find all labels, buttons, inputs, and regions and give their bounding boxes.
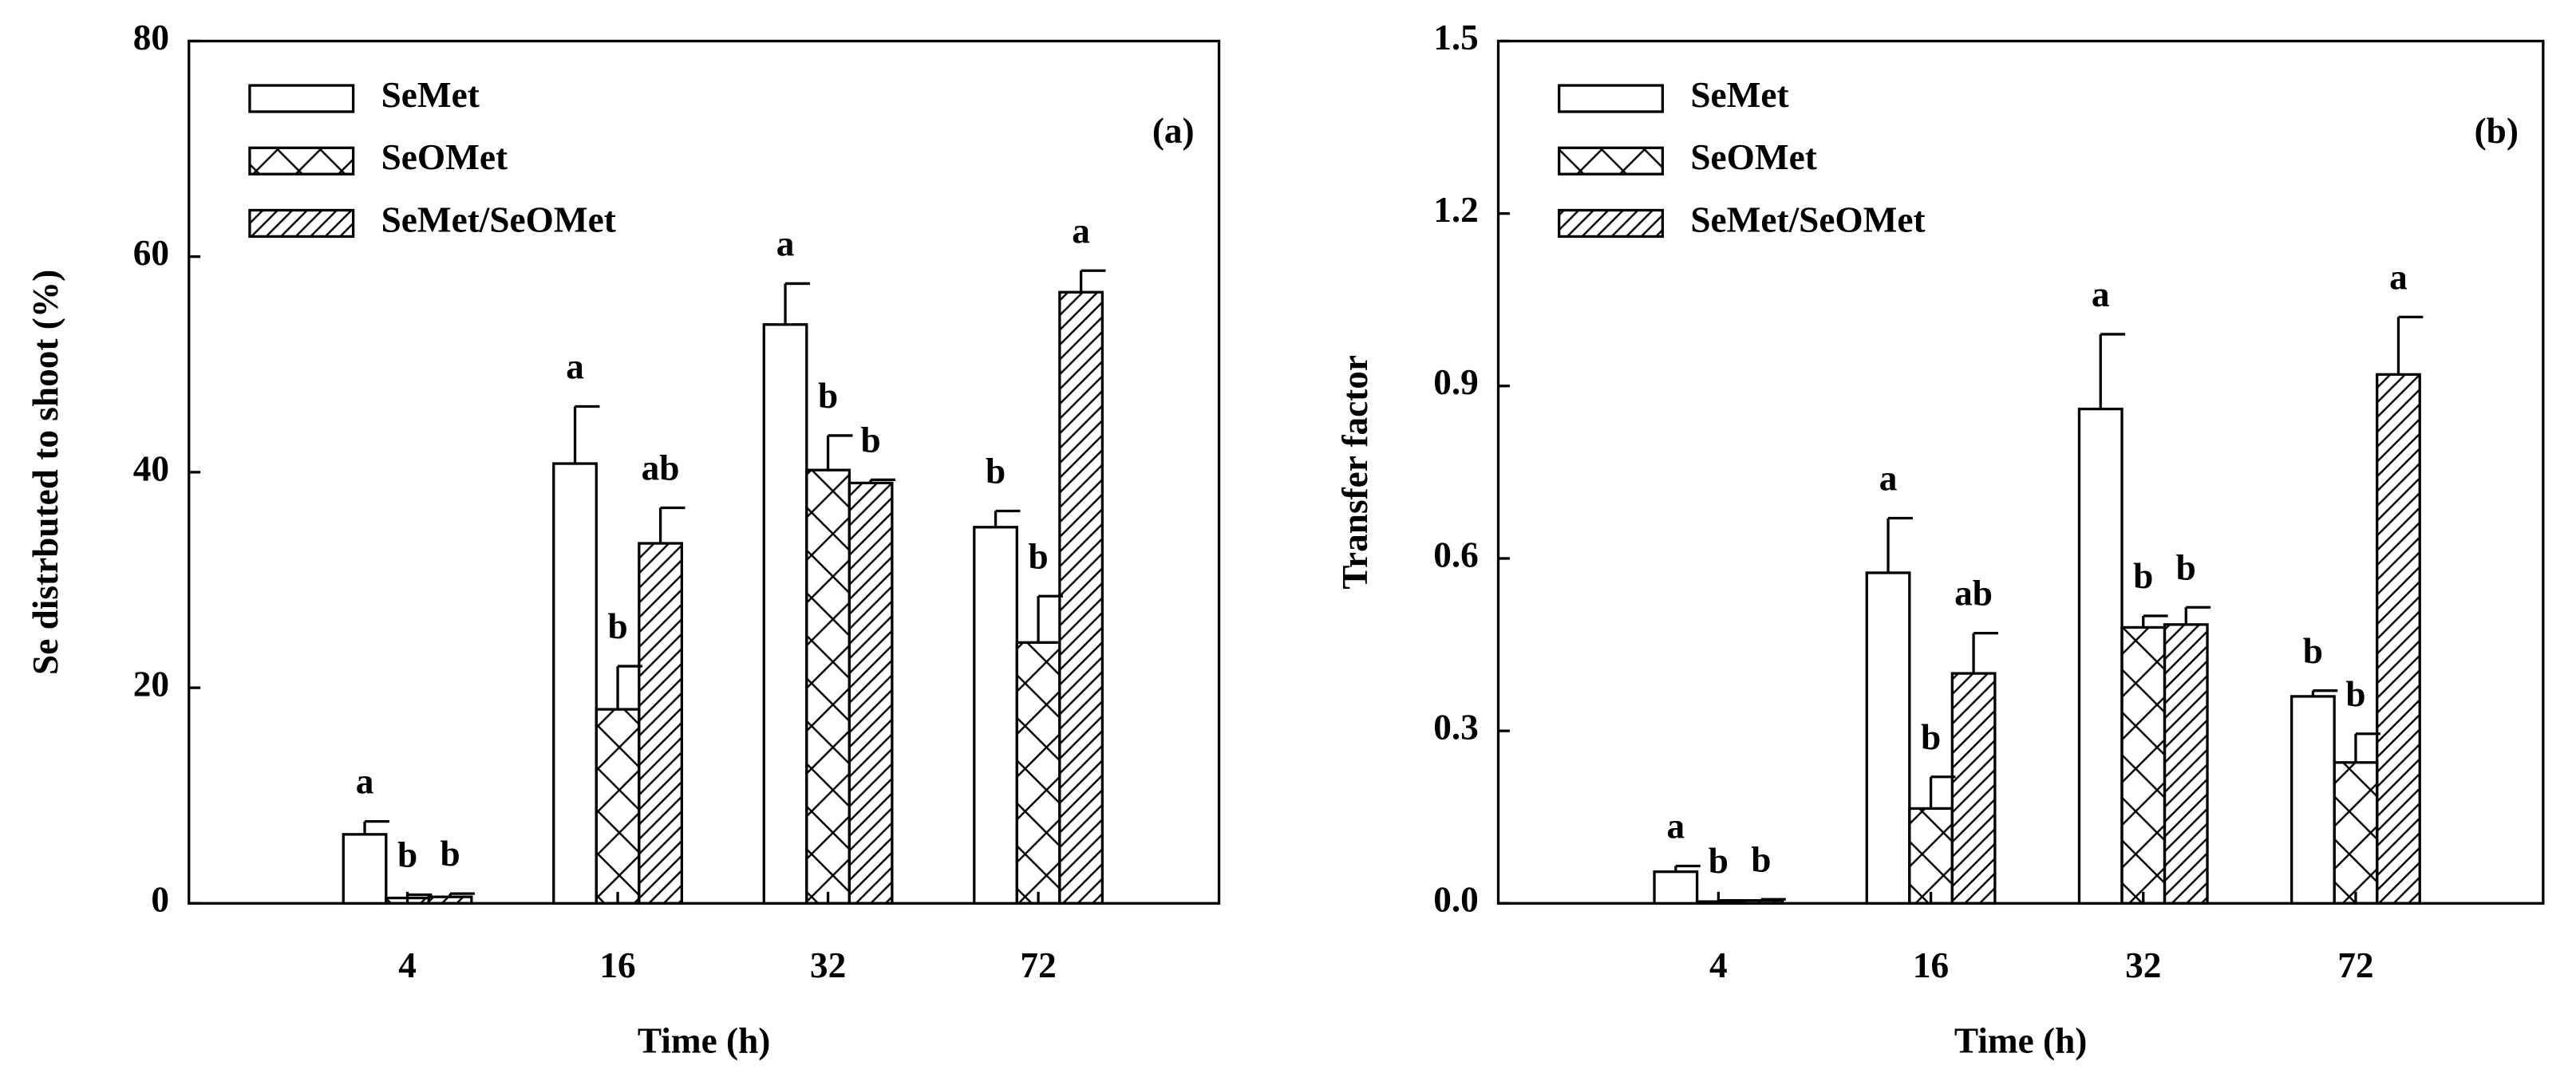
y-tick-label: 80: [133, 18, 169, 57]
y-tick-label: 0: [151, 880, 169, 920]
significance-label: b: [397, 835, 417, 875]
x-tick-label: 32: [2125, 945, 2161, 985]
significance-label: b: [2133, 556, 2153, 596]
x-axis-label: Time (h): [1954, 1021, 2087, 1061]
legend-label: SeOMet: [1690, 137, 1816, 177]
bar: [1695, 900, 1741, 905]
bar: [595, 708, 641, 905]
y-tick-label: 0.6: [1433, 535, 1479, 574]
significance-label: b: [818, 376, 838, 416]
significance-label: b: [440, 834, 460, 874]
significance-label: b: [1751, 839, 1771, 879]
plot-frame: [1496, 39, 2545, 905]
legend-swatch: [248, 208, 355, 239]
y-tick-label: 0.9: [1433, 362, 1479, 402]
significance-label: b: [1028, 536, 1048, 576]
legend-swatch: [248, 146, 355, 176]
panel-label: (b): [2475, 111, 2519, 151]
bar: [385, 896, 430, 905]
bar: [973, 526, 1018, 905]
legend-swatch: [1558, 208, 1665, 239]
significance-label: b: [2176, 547, 2196, 587]
bar: [805, 468, 851, 905]
significance-label: b: [2303, 631, 2323, 671]
bar: [2163, 623, 2209, 905]
significance-label: a: [1667, 807, 1685, 846]
significance-label: ab: [1954, 574, 1993, 614]
bar: [1908, 807, 1954, 905]
legend-label: SeMet/SeOMet: [1690, 199, 1925, 239]
bar: [2290, 695, 2336, 905]
bar: [2376, 373, 2421, 905]
x-tick-label: 32: [810, 945, 846, 985]
y-tick-label: 60: [133, 233, 169, 273]
legend-label: SeMet: [1690, 75, 1788, 115]
significance-label: b: [1921, 717, 1941, 757]
bar: [1738, 899, 1784, 905]
significance-label: b: [861, 420, 881, 460]
bar: [847, 481, 894, 905]
significance-label: b: [607, 606, 627, 646]
bar: [638, 542, 683, 905]
y-tick-label: 20: [133, 664, 169, 704]
significance-label: a: [566, 347, 584, 387]
x-tick-label: 4: [1709, 945, 1728, 985]
x-tick-label: 72: [2337, 945, 2373, 985]
significance-label: a: [356, 762, 374, 802]
bar: [1865, 571, 1911, 905]
y-tick-label: 1.5: [1433, 18, 1479, 57]
bar: [762, 323, 808, 905]
x-tick-label: 16: [1913, 945, 1949, 985]
bar: [2120, 625, 2167, 905]
legend-swatch: [1558, 84, 1665, 113]
legend-swatch: [1558, 146, 1665, 176]
bar: [1058, 290, 1104, 905]
legend-label: SeOMet: [381, 137, 508, 177]
x-tick-label: 4: [398, 945, 417, 985]
x-axis-label: Time (h): [638, 1021, 770, 1061]
y-tick-label: 0.0: [1433, 880, 1479, 920]
bar: [2333, 761, 2379, 905]
y-tick-label: 1.2: [1433, 190, 1479, 230]
legend-label: SeMet/SeOMet: [381, 199, 616, 239]
bar: [427, 895, 473, 905]
bar: [1015, 641, 1061, 905]
legend-label: SeMet: [381, 75, 480, 115]
significance-label: a: [2389, 257, 2408, 297]
bar: [1950, 672, 1997, 905]
x-tick-label: 72: [1020, 945, 1056, 985]
bar: [342, 833, 388, 905]
significance-label: ab: [642, 448, 680, 488]
legend-swatch: [248, 84, 355, 113]
x-tick-label: 16: [599, 945, 635, 985]
y-axis-label: Transfer factor: [1335, 355, 1375, 590]
bar: [552, 462, 598, 905]
significance-label: b: [2345, 674, 2365, 714]
y-axis-label: Se distrbuted to shoot (%): [26, 270, 65, 675]
y-tick-label: 0.3: [1433, 708, 1479, 748]
bar: [2077, 407, 2124, 905]
significance-label: a: [1072, 211, 1090, 251]
significance-label: a: [1879, 459, 1898, 499]
panel-label: (a): [1152, 111, 1195, 151]
bar: [1653, 870, 1699, 905]
y-tick-label: 40: [133, 448, 169, 488]
significance-label: a: [776, 224, 795, 264]
significance-label: a: [2092, 274, 2110, 314]
significance-label: b: [1709, 841, 1729, 881]
significance-label: b: [986, 452, 1006, 491]
